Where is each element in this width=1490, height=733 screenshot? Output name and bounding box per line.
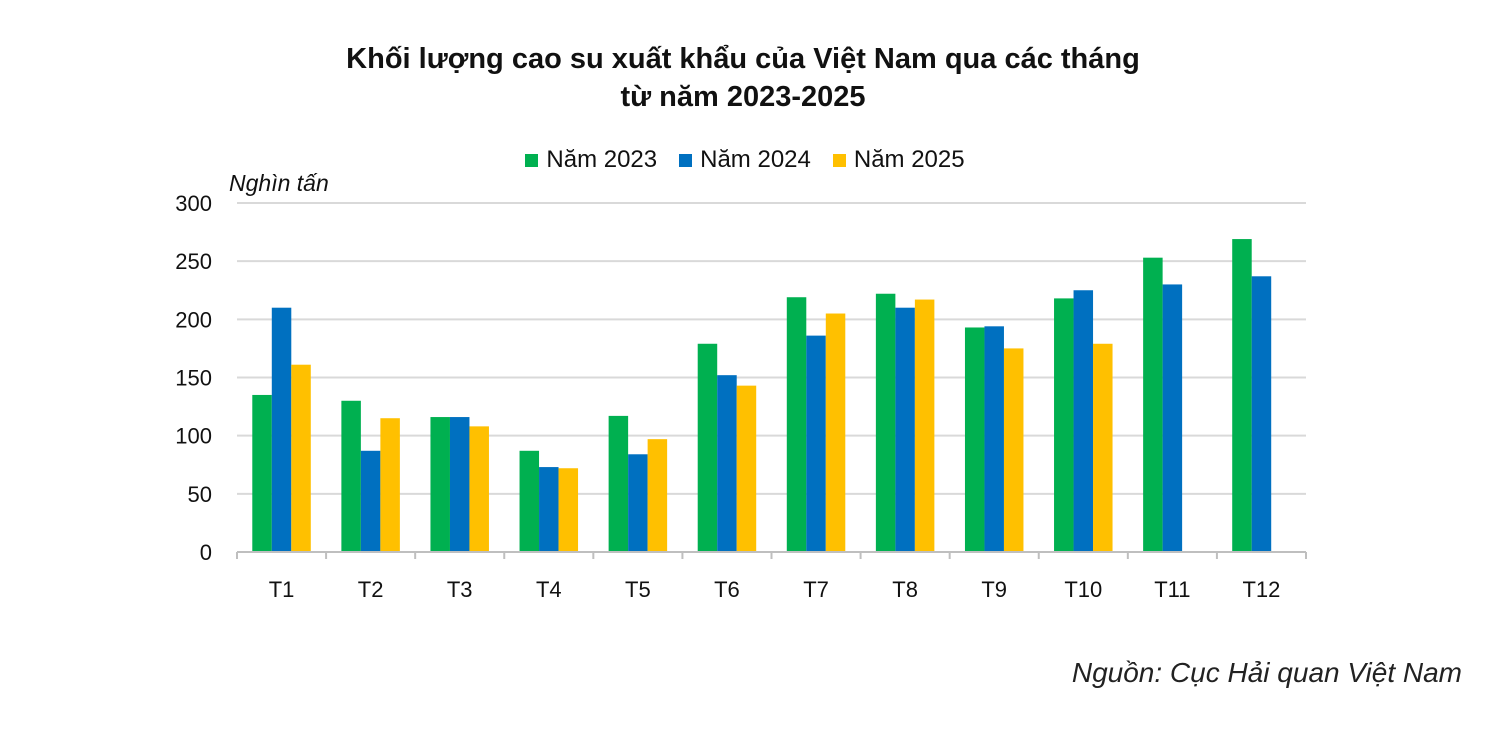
bar-T10-Năm-2024 <box>1073 290 1094 552</box>
bar-T7-Năm-2025 <box>825 313 846 552</box>
bar-T3-Năm-2025 <box>469 426 489 552</box>
bar-T6-Năm-2025 <box>736 385 757 552</box>
legend-item-2025: Năm 2025 <box>832 146 965 174</box>
bar-T9-Năm-2024 <box>984 326 1004 552</box>
chart-subtitle: từ năm 2023-2025 <box>620 81 866 113</box>
y-axis-unit-label: Nghìn tấn <box>229 170 329 196</box>
bar-T10-Năm-2023 <box>1054 298 1074 552</box>
legend-label: Năm 2025 <box>853 146 965 173</box>
x-tick-label: T4 <box>536 577 562 602</box>
bar-T4-Năm-2025 <box>558 468 579 552</box>
bar-T1-Năm-2024 <box>271 307 292 552</box>
bar-T8-Năm-2023 <box>875 293 896 552</box>
bar-T2-Năm-2025 <box>380 418 400 552</box>
bar-T3-Năm-2024 <box>449 417 470 552</box>
y-tick-label: 200 <box>175 307 212 332</box>
bar-T3-Năm-2023 <box>430 417 450 552</box>
chart-title: Khối lượng cao su xuất khẩu của Việt Nam… <box>0 40 1486 116</box>
bar-T5-Năm-2023 <box>608 415 629 552</box>
bar-T6-Năm-2024 <box>717 375 737 552</box>
bar-T8-Năm-2025 <box>914 299 935 552</box>
y-tick-label: 50 <box>188 482 212 507</box>
x-tick-label: T3 <box>447 577 473 602</box>
x-tick-label: T9 <box>981 577 1007 602</box>
bar-T12-Năm-2024 <box>1251 276 1272 552</box>
bar-T10-Năm-2025 <box>1093 343 1113 552</box>
x-tick-label: T2 <box>358 577 384 602</box>
x-tick-label: T10 <box>1064 577 1102 602</box>
bar-T11-Năm-2023 <box>1143 257 1163 552</box>
bar-T1-Năm-2025 <box>291 364 311 552</box>
bar-T4-Năm-2023 <box>519 450 540 552</box>
bar-T7-Năm-2023 <box>786 297 807 552</box>
bar-T12-Năm-2023 <box>1232 239 1252 552</box>
bar-T2-Năm-2023 <box>341 400 361 552</box>
bar-T6-Năm-2023 <box>697 343 718 552</box>
bar-T4-Năm-2024 <box>539 467 559 552</box>
bar-T2-Năm-2024 <box>360 450 381 552</box>
x-tick-label: T8 <box>892 577 918 602</box>
x-tick-label: T12 <box>1242 577 1280 602</box>
bar-T5-Năm-2024 <box>628 454 648 552</box>
x-tick-label: T7 <box>803 577 829 602</box>
chart-title-line1: Khối lượng cao su xuất khẩu của Việt Nam… <box>346 43 1140 75</box>
bar-T5-Năm-2025 <box>647 439 668 552</box>
y-tick-label: 150 <box>175 366 212 391</box>
legend-label: Năm 2024 <box>700 146 811 173</box>
legend-swatch <box>525 153 539 167</box>
y-tick-label: 250 <box>175 249 212 274</box>
legend: Năm 2023 Năm 2024 Năm 2025 <box>0 146 1490 174</box>
legend-item-2024: Năm 2024 <box>679 146 811 174</box>
legend-swatch <box>832 153 846 167</box>
source-note: Nguồn: Cục Hải quan Việt Nam <box>1071 657 1462 688</box>
bar-T9-Năm-2025 <box>1003 348 1024 552</box>
x-tick-label: T6 <box>714 577 740 602</box>
x-tick-label: T1 <box>269 577 295 602</box>
legend-item-2023: Năm 2023 <box>525 146 657 174</box>
bar-T9-Năm-2023 <box>964 327 985 552</box>
bar-T7-Năm-2024 <box>806 335 826 552</box>
bar-T11-Năm-2024 <box>1162 284 1183 552</box>
x-tick-label: T11 <box>1154 577 1190 602</box>
bar-T8-Năm-2024 <box>895 307 915 552</box>
y-tick-label: 0 <box>200 540 212 565</box>
legend-label: Năm 2023 <box>546 146 658 173</box>
y-tick-label: 300 <box>175 191 212 216</box>
x-tick-label: T5 <box>625 577 651 602</box>
legend-swatch <box>679 153 693 167</box>
y-tick-label: 100 <box>175 424 212 449</box>
bar-T1-Năm-2023 <box>252 394 272 552</box>
